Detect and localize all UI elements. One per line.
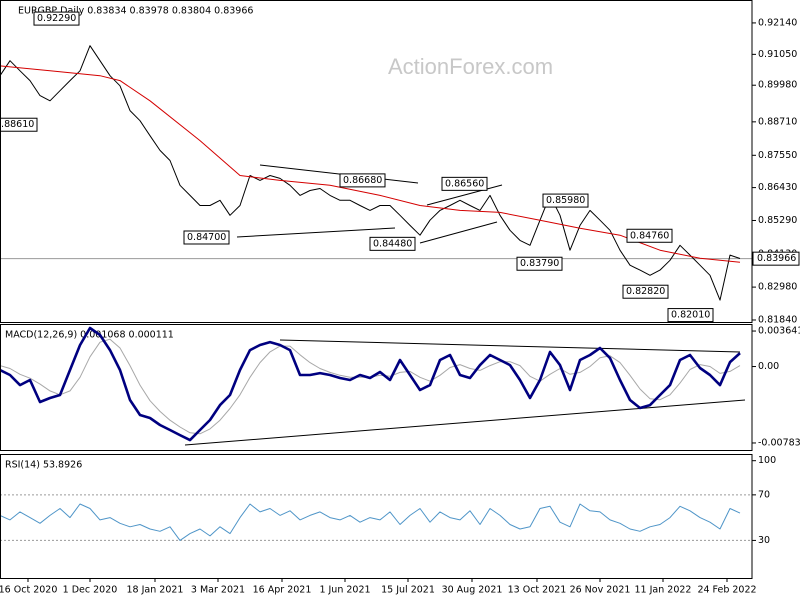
panel-title: EURGBP,Daily 0.83834 0.83978 0.83804 0.8… [18,6,253,17]
y-tick-label: 0.85290 [758,215,797,226]
x-tick-label: 26 Nov 2021 [570,585,631,596]
annotation-box [183,230,230,245]
panel-border [0,454,753,579]
last-price-label: 0.83966 [757,253,796,264]
y-tick-label: 0.89980 [758,80,797,91]
x-tick-label: 18 Jan 2021 [127,585,184,596]
annotation-label: 0.86680 [343,175,382,186]
annotation-label: 0.82820 [626,286,665,297]
annotation-label: 0.86560 [445,178,484,189]
annotation-box [339,173,386,188]
y-tick-label: 0.87550 [758,150,797,161]
annotation-box [542,193,589,208]
annotation-label: 0.88610 [0,119,34,130]
x-tick-label: 1 Dec 2020 [63,585,118,596]
y-tick-label: 0.81840 [758,314,797,325]
annotation-label: 0.84480 [373,238,412,249]
annotation-label: 0.84760 [630,230,669,241]
y-tick-label: 0.91050 [758,49,797,60]
last-price-box [752,251,800,266]
trend-lines [184,164,746,446]
y-tick-label: 0.86430 [758,182,797,193]
x-tick-label: 30 Aug 2021 [442,585,503,596]
annotation-label: 0.84700 [187,232,226,243]
trend-line [184,399,746,446]
x-tick-label: 3 Mar 2021 [191,585,245,596]
y-tick-label: 0.82980 [758,282,797,293]
y-tick-label: -0.007839 [758,437,800,448]
y-tick-label: 0.88710 [758,116,797,127]
trend-line [259,164,419,184]
frame [0,0,753,579]
y-tick-label: 0.00 [758,361,779,372]
annotation-label: 0.92290 [37,13,76,24]
trend-line [426,184,503,206]
x-tick-label: 16 Apr 2021 [253,585,312,596]
x-tick-label: 15 Jul 2021 [381,585,435,596]
panel-border [0,324,753,451]
annotation-label: 0.82010 [671,310,710,321]
y-tick-label: 0.92140 [758,17,797,28]
x-tick-label: 24 Feb 2022 [697,585,756,596]
series-line [0,326,741,442]
annotation-label: 0.85980 [546,195,585,206]
series-line [0,65,741,263]
annotation-box [667,308,714,323]
panel-border [0,0,753,323]
panel-title: MACD(12,26,9) 0.001068 0.000111 [5,330,174,341]
annotation-box [516,256,563,271]
x-tick-label: 16 Oct 2020 [0,585,57,596]
y-tick-label: 100 [758,455,776,466]
y-tick-label: 30 [758,535,770,546]
annotation-box [622,284,669,299]
y-tick-label: 70 [758,489,770,500]
annotation-box [626,228,673,243]
series-line [0,503,741,541]
series-line [0,45,741,301]
annotation-box [0,117,38,132]
watermark: ActionForex.com [388,54,553,79]
trend-line [236,227,396,238]
x-tick-label: 1 Jun 2021 [319,585,370,596]
annotation-label: 0.83790 [520,258,559,269]
annotation-box [441,176,488,191]
annotation-box [369,236,416,251]
trend-line [419,221,498,244]
annotation-box [33,11,80,26]
panel-title: RSI(14) 53.8926 [5,460,82,471]
trend-line [279,339,741,353]
x-tick-label: 11 Jan 2022 [635,585,692,596]
x-tick-label: 13 Oct 2021 [508,585,567,596]
y-tick-label: 0.003641 [758,326,800,337]
